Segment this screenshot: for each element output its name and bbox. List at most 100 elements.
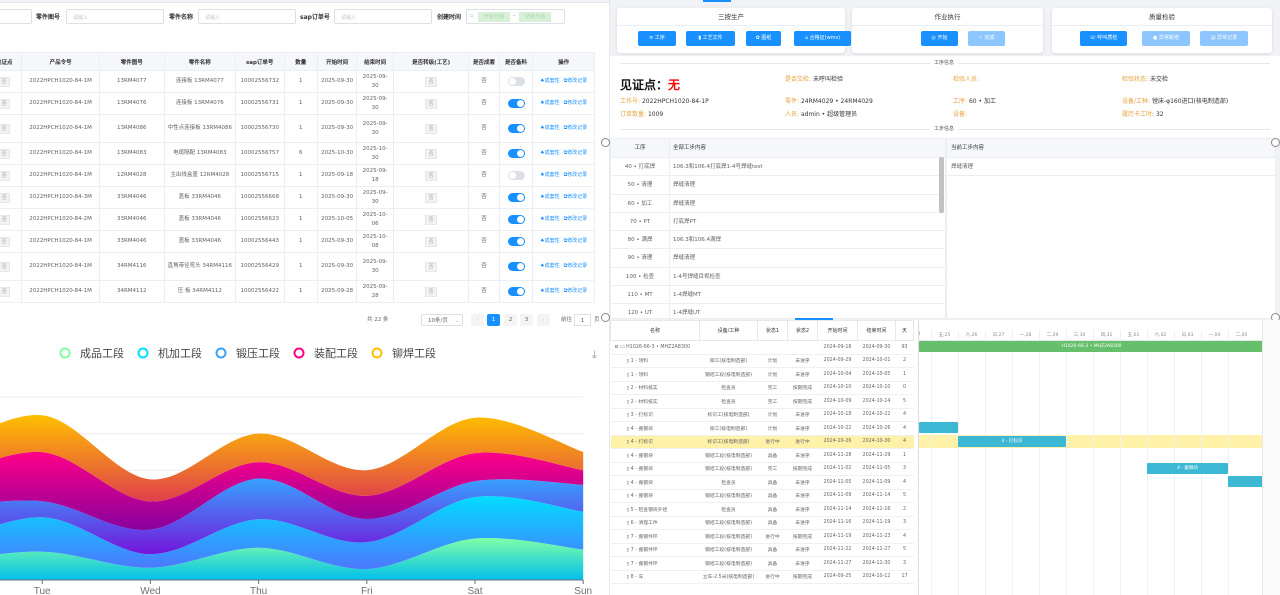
edit-history-link[interactable]: ⧉修改记录 <box>563 100 588 106</box>
edit-history-link[interactable]: ⧉修改记录 <box>563 78 588 84</box>
gantt-row[interactable]: ▯ 5 - 检查钢块外径 检查员 具备 未进序 2024-11-14 2024-11-16… <box>610 502 914 517</box>
prepared-toggle[interactable] <box>507 192 525 202</box>
day-label: 24 <box>919 332 931 337</box>
download-icon[interactable]: ⤓ <box>592 348 597 361</box>
prepared-toggle[interactable] <box>507 261 525 271</box>
gantt-bar[interactable] <box>1228 476 1263 487</box>
prepared-toggle[interactable] <box>507 148 525 158</box>
工序-button[interactable]: ≡ 工序 <box>638 31 676 46</box>
parts-table: 见证点产品令号零件图号零件名称sap订单号数量开始时间结束时间是否转级(工艺)是… <box>0 52 595 303</box>
completeness-link[interactable]: ♠成套性 <box>540 78 560 84</box>
gantt-row[interactable]: ▯ 7 - 搬钢件环 钢结工段(核电制造部) 具备 未进序 2024-11-22 2024… <box>610 543 914 557</box>
gantt-row[interactable]: ▯ 4 - 搬钢块 钢结工段(核电制造部) 具备 未进序 2024-11-09 2024-… <box>610 489 914 503</box>
day-column <box>958 330 985 595</box>
prepared-toggle[interactable] <box>507 214 525 224</box>
prepared-toggle[interactable] <box>507 123 525 133</box>
prev-page-button[interactable]: ‹ <box>471 314 484 326</box>
异常记录-button[interactable]: ▤ 异常记录 <box>1200 31 1248 46</box>
gantt-row[interactable]: ▯ 2 - 材料核实 检查员 完工 按期完成 2024-10-09 2024-10-14 5 <box>610 394 914 409</box>
completeness-link[interactable]: ♠成套性 <box>540 125 560 131</box>
step-row[interactable]: 110 • MT 1-4焊缝MT <box>611 286 945 305</box>
completeness-link[interactable]: ♠成套性 <box>540 263 560 269</box>
start-date[interactable]: 开始日期 <box>478 12 510 22</box>
edit-history-link[interactable]: ⧉修改记录 <box>563 288 588 294</box>
step-row[interactable]: 90 • 清理 焊缝清理 <box>611 249 945 268</box>
step-row[interactable]: 70 • PT 打底焊PT <box>611 213 945 232</box>
edit-history-link[interactable]: ⧉修改记录 <box>563 125 588 131</box>
图纸-button[interactable]: ✿ 图纸 <box>746 31 781 46</box>
edit-history-link[interactable]: ⧉修改记录 <box>563 263 588 269</box>
prepared-toggle[interactable] <box>507 286 525 296</box>
gantt-row[interactable]: ▯ 1 - 领料 铆工(核电制造部) 计划 未进序 2024-09-29 2024-10-… <box>610 354 914 368</box>
part-name-cell: 连接板 13RM4076 <box>163 92 236 115</box>
prepared-toggle[interactable] <box>507 98 525 108</box>
page-3-button[interactable]: 3 <box>520 314 533 326</box>
gantt-row[interactable]: ⊟ ▭ H1026-66-3 • MHZ2A8300 2024-09-18 2024… <box>610 340 914 355</box>
page-2-button[interactable]: 2 <box>504 314 517 326</box>
edit-history-link[interactable]: ⧉修改记录 <box>563 172 588 178</box>
vertical-scrollbar[interactable] <box>939 157 944 213</box>
edit-history-link[interactable]: ⧉修改记录 <box>563 216 588 222</box>
gantt-row[interactable]: ▯ 4 - 搬钢块 钢结工段(核电制造部) 完工 按期完成 2024-11-02 2024… <box>610 462 914 476</box>
gantt-bar[interactable]: 4 - 打标识 <box>958 435 1066 447</box>
prepared-toggle[interactable] <box>507 236 525 246</box>
gantt-row[interactable]: ▯ 3 - 打标识 标识工(核电制造部) 计划 未进序 2024-10-18 2024-1… <box>610 408 914 422</box>
gantt-row[interactable]: ▯ 4 - 搬钢块 铆工(核电制造部) 计划 未进序 2024-10-22 2024-10… <box>610 421 914 436</box>
completeness-link[interactable]: ♠成套性 <box>540 194 560 200</box>
工艺文件-button[interactable]: ▮ 工艺文件 <box>686 31 735 46</box>
filter-input-partial[interactable] <box>0 9 32 24</box>
step-row[interactable]: 100 • 检查 1-4号焊缝目视检查 <box>611 268 945 287</box>
resize-handle[interactable] <box>1271 138 1280 147</box>
edit-history-link[interactable]: ⧉修改记录 <box>563 194 588 200</box>
edit-history-link[interactable]: ⧉修改记录 <box>563 238 588 244</box>
合格证(wms)-button[interactable]: ⌂ 合格证(wms) <box>794 31 851 46</box>
completeness-link[interactable]: ♠成套性 <box>540 238 560 244</box>
step-row[interactable]: 120 • UT 1-4焊缝UT <box>611 304 945 318</box>
completeness-link[interactable]: ♠成套性 <box>540 172 560 178</box>
gantt-bar[interactable]: 4 - 搬钢块 <box>1147 462 1228 474</box>
开始-button[interactable]: ◎ 开始 <box>921 31 958 46</box>
gantt-row[interactable]: ▯ 7 - 搬钢件环 钢结工段(核电制造部) 具备 未进序 2024-11-27 2024… <box>610 556 914 571</box>
gantt-bar[interactable]: H1026-66-3 • MHZ2A8300 <box>919 341 1263 352</box>
prepared-toggle[interactable] <box>507 76 525 86</box>
resize-handle[interactable] <box>601 138 610 147</box>
step-row[interactable]: 80 • 满焊 106.3和106.4满焊 <box>611 231 945 250</box>
gantt-row[interactable]: ▯ 4 - 搬钢块 检查员 具备 未进序 2024-11-05 2024-11-09 4 <box>610 475 914 490</box>
gantt-row[interactable]: ▯ 4 - 搬钢块 钢结工段(核电制造部) 具备 未进序 2024-11-28 2024-… <box>610 448 914 463</box>
equipment-cell: 钢结工段(核电制造部) <box>699 367 758 382</box>
异常新增-button[interactable]: ● 异常新增 <box>1142 31 1190 46</box>
task-name: 1 - 领料 <box>630 359 649 365</box>
drawing-no-input[interactable]: 请输入 <box>66 9 164 24</box>
goto-page-input[interactable]: 1 <box>574 314 591 326</box>
completeness-link[interactable]: ♠成套性 <box>540 100 560 106</box>
gantt-bar[interactable] <box>919 422 958 433</box>
completeness-link[interactable]: ♠成套性 <box>540 288 560 294</box>
page-1-button[interactable]: 1 <box>487 314 500 326</box>
drawing-no-cell: 13RM4083 <box>98 142 165 165</box>
edit-history-link[interactable]: ⧉修改记录 <box>563 150 588 156</box>
end-date[interactable]: 结束日期 <box>519 12 551 22</box>
gantt-row[interactable]: ▯ 6 - 清理工件 钢结工段(核电制造部) 具备 未进序 2024-11-16 2024… <box>610 516 914 530</box>
呼叫质检-button[interactable]: ☏ 呼叫质检 <box>1080 31 1127 46</box>
page-size-select[interactable]: 10条/页 ⌄ <box>421 314 463 326</box>
step-row[interactable]: 60 • 加工 焊缝清理 <box>611 195 945 213</box>
current-step-row[interactable]: 焊缝清理 <box>947 158 1275 177</box>
completeness-link[interactable]: ♠成套性 <box>540 216 560 222</box>
gantt-row[interactable]: ▯ 8 - 车立车-2.5米(核电制造部) 进行中 按期完成 2024-09-25 20… <box>610 570 914 584</box>
resize-handle[interactable] <box>601 313 610 322</box>
file-icon: ▯ <box>626 521 631 527</box>
horizontal-scrollbar[interactable] <box>795 318 833 320</box>
完成-button[interactable]: ✓ 完成 <box>968 31 1005 46</box>
next-page-button[interactable]: › <box>537 314 550 326</box>
part-name-input[interactable]: 请输入 <box>198 9 296 24</box>
date-range-picker[interactable]: ▫ 开始日期 - 结束日期 <box>466 9 565 24</box>
step-row[interactable]: 40 • 打底焊 106.3和106.4打底焊1-4号焊缝test <box>611 158 945 177</box>
gantt-row[interactable]: ▯ 1 - 领料 钢结工段(核电制造部) 计划 未进序 2024-10-04 2024-1… <box>610 367 914 382</box>
gantt-row[interactable]: ▯ 2 - 材料核实 检查员 完工 按期完成 2024-10-10 2024-10-10 0 <box>610 381 914 395</box>
completeness-link[interactable]: ♠成套性 <box>540 150 560 156</box>
prepared-toggle[interactable] <box>507 170 525 180</box>
gantt-row[interactable]: ▯ 7 - 搬钢件环 钢结工段(核电制造部) 进行中 按期完成 2024-11-19 20… <box>610 529 914 544</box>
step-row[interactable]: 50 • 清理 焊缝清理 <box>611 176 945 195</box>
sap-order-input[interactable]: 请输入 <box>334 9 432 24</box>
gantt-row[interactable]: ▯ 4 - 打标识 标识工(核电制造部) 进行中 进行中 2024-10-26 2024-… <box>610 435 914 449</box>
